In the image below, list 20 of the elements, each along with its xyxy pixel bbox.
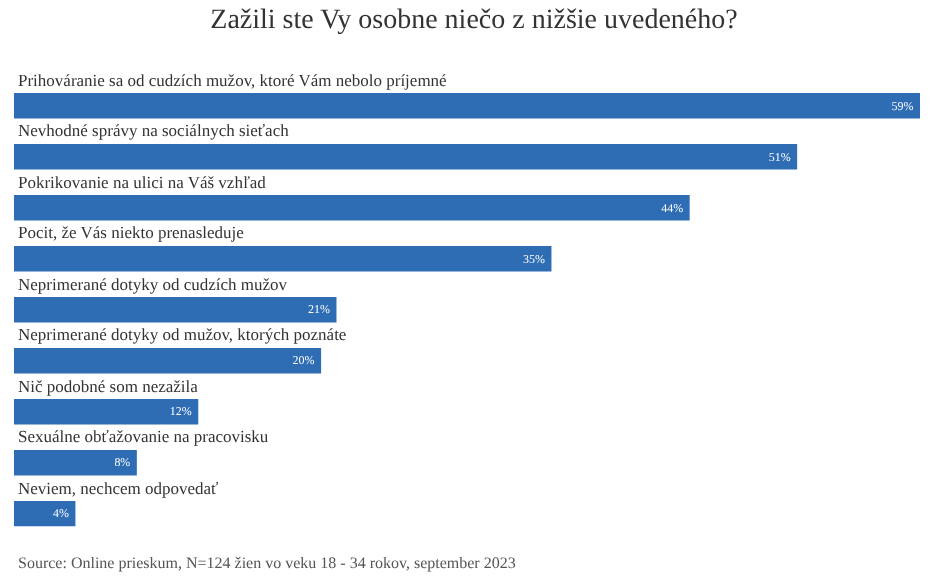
y-tick-label: Nič podobné som nezažila: [18, 376, 199, 396]
bar: [14, 398, 199, 425]
bar: [14, 347, 322, 374]
y-tick-label: Pokrikovanie na ulici na Váš vzhľad: [18, 172, 268, 192]
y-tick-label: Neprimerané dotyky od cudzích mužov: [18, 274, 289, 294]
bar: [14, 449, 137, 476]
source-note: Source: Online prieskum, N=124 žien vo veku 18 - 34 rokov, september 2023: [18, 554, 516, 572]
chart-title: Zažili ste Vy osobne niečo z nižšie uvedeného?: [210, 6, 738, 37]
bar: [14, 144, 798, 170]
bar: [14, 93, 920, 119]
y-tick-label: Sexuálne obťažovanie na pracovisku: [18, 426, 270, 446]
y-tick-label: Neprimerané dotyky od mužov, ktorých poznáte: [18, 324, 347, 344]
bar: [14, 195, 690, 221]
y-tick-label: Prihováranie sa od cudzích mužov, ktoré Vám nebolo príjemné: [18, 70, 448, 90]
y-tick-label: Pocit, že Vás niekto prenasleduje: [18, 222, 245, 242]
y-tick-label: Neviem, nechcem odpovedať: [18, 478, 220, 498]
y-tick-label: Nevhodné správy na sociálnych sieťach: [18, 120, 291, 140]
bar: [14, 500, 76, 527]
bar: [14, 297, 337, 323]
bar: [14, 246, 552, 272]
